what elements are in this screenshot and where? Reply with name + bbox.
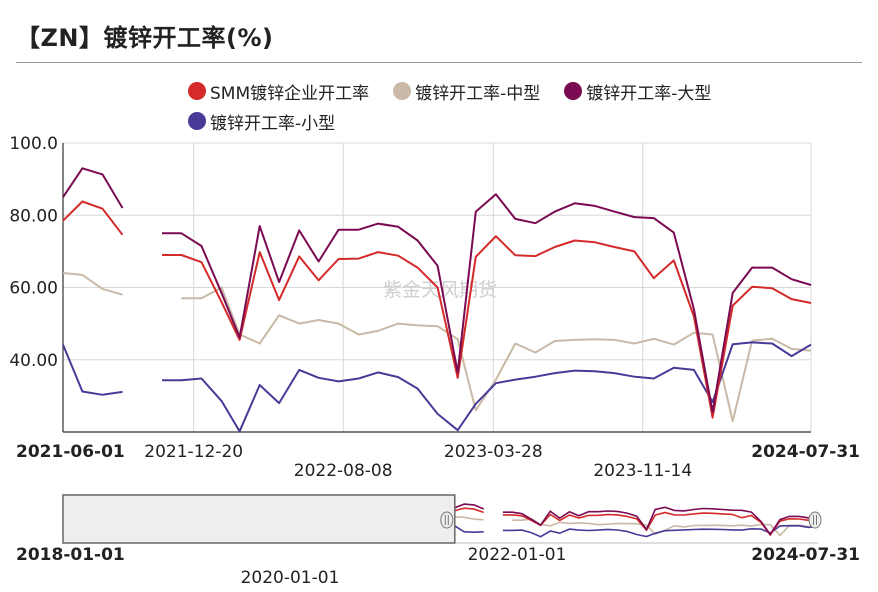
navigator-end-label: 2024-07-31 <box>751 545 860 565</box>
navigator-series-line <box>454 503 485 510</box>
legend-item-mid[interactable]: 镀锌开工率-中型 <box>393 79 540 104</box>
x-tick-label: 2023-03-28 <box>444 442 543 462</box>
legend-item-smm[interactable]: SMM镀锌企业开工率 <box>188 79 369 104</box>
y-tick-label: 60.00 <box>9 279 58 299</box>
series-line <box>162 193 812 414</box>
legend-marker-small <box>188 112 206 130</box>
navigator-handle-grip <box>808 511 822 529</box>
y-tick-label: 100.0 <box>9 134 58 154</box>
x-tick-label: 2021-12-20 <box>144 442 243 462</box>
navigator-series-line <box>502 524 819 538</box>
y-tick-label: 40.00 <box>9 351 58 371</box>
series-line <box>162 341 812 433</box>
navigator-tick-label: 2022-01-01 <box>468 545 567 565</box>
y-tick-label: 80.00 <box>9 206 58 226</box>
legend-item-large[interactable]: 镀锌开工率-大型 <box>564 79 711 104</box>
series-line <box>62 344 123 396</box>
navigator-handle[interactable] <box>808 511 822 529</box>
legend-marker-large <box>564 82 583 100</box>
navigator-series-line <box>454 516 484 521</box>
title-divider <box>16 62 862 63</box>
series-line <box>62 272 123 296</box>
x-tick-label: 2022-08-08 <box>294 461 393 481</box>
series-line <box>62 200 124 236</box>
navigator-series-line <box>454 507 484 514</box>
x-tick-label: 2021-06-01 <box>16 442 125 462</box>
legend-label-small: 镀锌开工率-小型 <box>210 113 336 134</box>
legend-label-mid: 镀锌开工率-中型 <box>415 83 541 104</box>
series-line <box>181 286 812 423</box>
legend-item-small[interactable]: 镀锌开工率-小型 <box>188 109 335 134</box>
navigator-start-label: 2018-01-01 <box>16 545 125 565</box>
navigator-handle[interactable] <box>440 511 454 529</box>
legend-label-smm: SMM镀锌企业开工率 <box>210 83 370 104</box>
navigator-series-line <box>502 506 819 536</box>
series-line <box>62 167 124 209</box>
legend-marker-smm <box>188 82 206 100</box>
navigator-tick-label: 2020-01-01 <box>241 568 340 588</box>
chart-title: 【ZN】镀锌开工率(%) <box>16 24 274 52</box>
legend-marker-mid <box>393 82 412 100</box>
navigator-mask <box>62 494 456 544</box>
navigator-handle-grip <box>440 511 454 529</box>
chart-legend: SMM镀锌企业开工率 镀锌开工率-中型 镀锌开工率-大型 镀锌开工率-小型 <box>188 76 848 136</box>
navigator-series-line <box>454 525 484 534</box>
legend-label-large: 镀锌开工率-大型 <box>586 83 712 104</box>
x-tick-label: 2023-11-14 <box>593 461 692 481</box>
series-line <box>162 235 812 419</box>
x-tick-label: 2024-07-31 <box>751 442 860 462</box>
